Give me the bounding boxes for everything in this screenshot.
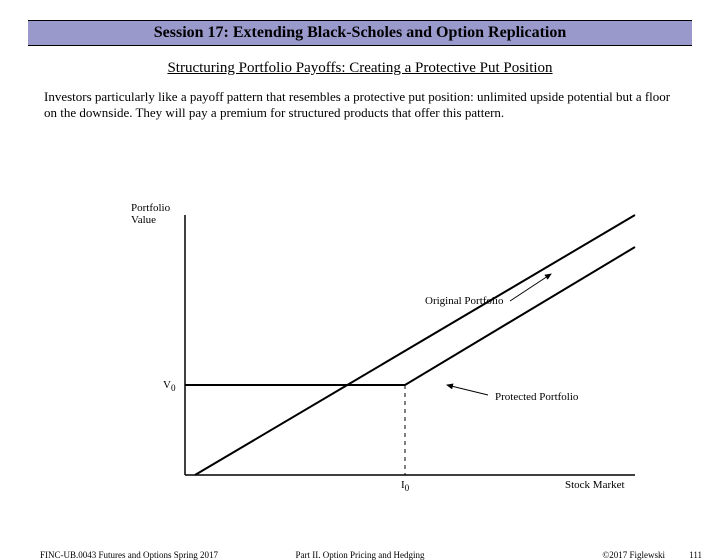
session-title-bar: Session 17: Extending Black-Scholes and … — [28, 20, 692, 46]
y-axis-label: PortfolioValue — [131, 202, 170, 226]
protected-portfolio-label: Protected Portfolio — [495, 391, 578, 403]
original-portfolio-label: Original Portfolio — [425, 295, 504, 307]
intro-paragraph: Investors particularly like a payoff pat… — [44, 89, 676, 122]
x-tick-0: 0 — [405, 483, 410, 493]
y-tick-0: 0 — [171, 383, 176, 393]
y-axis-label-text: PortfolioValue — [131, 202, 170, 226]
x-tick-i0: I0 — [401, 479, 409, 493]
y-tick-v0: V0 — [163, 379, 176, 393]
payoff-chart: PortfolioValue V0 I0 Stock Market Origin… — [135, 205, 645, 495]
footer-right: ©2017 Figlewski — [602, 550, 665, 560]
x-axis-label: Stock Market — [565, 479, 625, 491]
session-title-text: Session 17: Extending Black-Scholes and … — [154, 24, 567, 41]
footer-page: 111 — [689, 550, 702, 560]
page-subtitle: Structuring Portfolio Payoffs: Creating … — [0, 60, 720, 77]
y-tick-v: V — [163, 379, 171, 391]
chart-svg — [135, 205, 645, 495]
